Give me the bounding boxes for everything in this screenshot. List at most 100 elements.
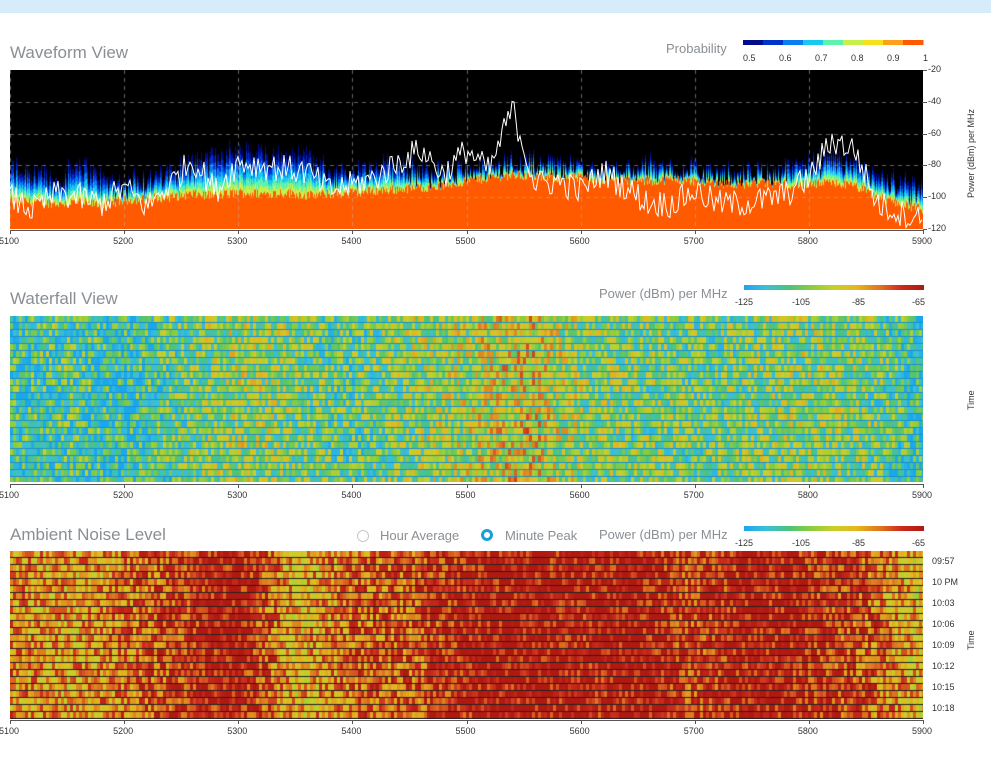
probability-swatch	[763, 40, 784, 45]
peak-trace-line	[10, 100, 923, 229]
waveform-x-tick-mark	[124, 230, 126, 234]
ambient-x-tick-mark	[10, 720, 11, 724]
ambient-x-tick-label: 5400	[341, 726, 362, 736]
waterfall-x-tick-mark	[923, 484, 924, 488]
waveform-x-tick-label: 5500	[455, 236, 476, 246]
waterfall-x-tick-label: 5800	[797, 490, 818, 500]
waveform-overlay	[10, 100, 923, 229]
ambient-x-tick-mark	[694, 720, 696, 724]
ambient-colorbar: -125 -105 -85 -65	[735, 526, 925, 548]
waterfall-colorbar-tick-label: -125	[735, 297, 753, 307]
waterfall-plot[interactable]	[10, 316, 923, 482]
waterfall-x-tick-mark	[352, 484, 354, 488]
ambient-x-tick-label: 5500	[455, 726, 476, 736]
waterfall-x-tick-mark	[808, 484, 810, 488]
waveform-x-tick-label: 5700	[683, 236, 704, 246]
waveform-x-tick-label: 5100	[0, 236, 20, 246]
ambient-x-tick-label: 5300	[227, 726, 248, 736]
waveform-x-tick-mark	[694, 230, 696, 234]
waterfall-x-tick-mark	[124, 484, 126, 488]
waveform-x-tick-label: 5900	[912, 236, 933, 246]
waveform-x-tick-mark	[466, 230, 468, 234]
probability-tick-label: 1	[923, 53, 928, 63]
probability-swatch	[843, 40, 864, 45]
ambient-x-tick-mark	[352, 720, 354, 724]
probability-swatch	[883, 40, 904, 45]
hour-average-radio[interactable]	[357, 530, 369, 542]
probability-swatch	[803, 40, 824, 45]
waterfall-colorbar-tick-label: -85	[852, 297, 865, 307]
waterfall-title: Waterfall View	[10, 289, 118, 308]
ambient-x-tick-mark	[238, 720, 240, 724]
waveform-x-tick-label: 5400	[341, 236, 362, 246]
probability-swatch	[823, 40, 844, 45]
waterfall-x-tick-mark	[694, 484, 696, 488]
waterfall-x-tick-label: 5500	[455, 490, 476, 500]
waveform-y-tick-mark	[923, 165, 927, 167]
waveform-y-tick-label: -20	[928, 64, 942, 74]
ambient-time-tick-label: 10:12	[932, 661, 955, 671]
hour-average-label[interactable]: Hour Average	[380, 528, 460, 543]
ambient-colorbar-tick-label: -85	[852, 538, 865, 548]
ambient-x-tick-label: 5100	[0, 726, 20, 736]
ambient-x-tick-label: 5700	[683, 726, 704, 736]
ambient-colorbar-tick-label: -65	[912, 538, 925, 548]
ambient-time-tick-label: 10:06	[932, 619, 955, 629]
waveform-y-tick-mark	[923, 229, 927, 230]
ambient-x-tick-label: 5600	[569, 726, 590, 736]
waveform-x-tick-mark	[10, 230, 11, 234]
waveform-y-tick-label: -100	[928, 191, 947, 202]
probability-tick-label: 0.6	[779, 53, 792, 63]
top-bar	[0, 0, 991, 13]
probability-tick-label: 0.5	[743, 53, 756, 63]
probability-swatch	[783, 40, 804, 45]
minute-peak-label[interactable]: Minute Peak	[505, 528, 578, 543]
waveform-y-tick-label: -120	[928, 223, 947, 233]
waterfall-x-tick-label: 5700	[683, 490, 704, 500]
ambient-colorbar-tick-label: -105	[792, 538, 810, 548]
probability-tick-label: 0.9	[887, 53, 900, 63]
ambient-x-tick-label: 5900	[912, 726, 933, 736]
waterfall-x-tick-label: 5100	[0, 490, 20, 500]
waveform-x-tick-label: 5600	[569, 236, 590, 246]
waveform-y-tick-mark	[923, 197, 927, 199]
waveform-plot[interactable]	[10, 70, 923, 229]
waveform-x-tick-label: 5200	[113, 236, 134, 246]
probability-legend-label: Probability	[666, 41, 727, 56]
waterfall-x-tick-label: 5900	[912, 490, 933, 500]
probability-swatch	[743, 40, 764, 45]
ambient-colorbar-gradient	[744, 526, 924, 531]
waveform-y-tick-label: -40	[928, 95, 942, 106]
waterfall-x-tick-mark	[466, 484, 468, 488]
waveform-x-tick-label: 5300	[227, 236, 248, 246]
ambient-y-label: Time	[966, 630, 976, 650]
minute-peak-radio[interactable]	[481, 529, 493, 541]
waterfall-legend-label: Power (dBm) per MHz	[599, 286, 728, 301]
waterfall-x-tick-mark	[10, 484, 11, 488]
ambient-x-tick-mark	[923, 720, 924, 724]
ambient-time-tick-label: 10:03	[932, 598, 955, 608]
waveform-y-tick-label: -60	[928, 127, 942, 138]
ambient-time-tick-label: 10:09	[932, 640, 955, 650]
waveform-title: Waveform View	[10, 43, 129, 62]
waterfall-colorbar: -125 -105 -85 -65	[735, 285, 925, 307]
waveform-y-label: Power (dBm) per MHz	[966, 108, 976, 198]
waterfall-x-tick-label: 5400	[341, 490, 362, 500]
ambient-colorbar-tick-label: -125	[735, 538, 753, 548]
waveform-y-tick-mark	[923, 133, 927, 135]
waterfall-x-tick-label: 5600	[569, 490, 590, 500]
ambient-time-tick-label: 10:18	[932, 703, 955, 713]
ambient-x-tick-label: 5800	[797, 726, 818, 736]
probability-tick-label: 0.7	[815, 53, 828, 63]
waveform-x-tick-mark	[238, 230, 240, 234]
waveform-x-tick-mark	[808, 230, 810, 234]
ambient-x-tick-mark	[580, 720, 582, 724]
waterfall-x-tick-label: 5300	[227, 490, 248, 500]
ambient-plot[interactable]	[10, 551, 923, 719]
waveform-x-tick-label: 5800	[797, 236, 818, 246]
waveform-x-tick-mark	[352, 230, 354, 234]
waterfall-y-label: Time	[966, 390, 976, 410]
ambient-x-tick-mark	[466, 720, 468, 724]
ambient-time-tick-label: 09:57	[932, 556, 955, 566]
waterfall-colorbar-tick-label: -65	[912, 297, 925, 307]
